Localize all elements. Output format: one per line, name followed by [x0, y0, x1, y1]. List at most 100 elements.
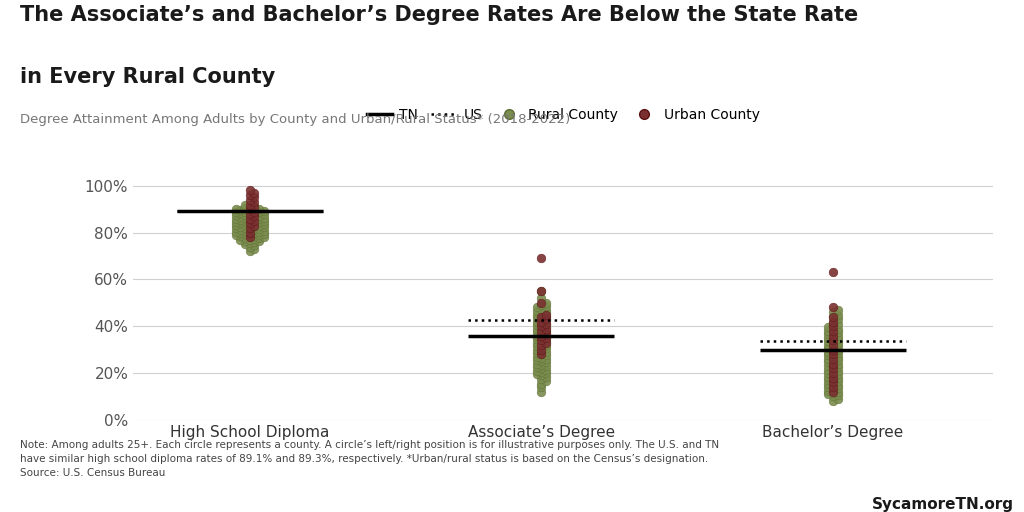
Point	[820, 362, 837, 370]
Point	[242, 220, 258, 228]
Point	[256, 230, 272, 238]
Point	[251, 215, 267, 223]
Point	[528, 363, 545, 371]
Point	[237, 230, 253, 239]
Point	[227, 218, 244, 226]
Point	[824, 336, 841, 345]
Point	[824, 313, 841, 321]
Point	[829, 384, 846, 392]
Point	[538, 313, 554, 321]
Point	[824, 308, 841, 316]
Point	[824, 341, 841, 349]
Point	[820, 358, 837, 367]
Point	[534, 368, 550, 376]
Point	[232, 219, 249, 227]
Point	[820, 390, 837, 398]
Point	[528, 346, 545, 354]
Point	[538, 320, 554, 328]
Point	[820, 366, 837, 374]
Point	[534, 301, 550, 309]
Point	[538, 348, 554, 356]
Point	[242, 236, 258, 244]
Point	[246, 222, 262, 230]
Point	[237, 221, 253, 229]
Point	[538, 298, 554, 307]
Point	[534, 336, 550, 345]
Point	[820, 327, 837, 335]
Point	[534, 336, 550, 345]
Point	[824, 392, 841, 400]
Point	[829, 380, 846, 389]
Point	[246, 212, 262, 220]
Point	[242, 226, 258, 234]
Point	[538, 320, 554, 328]
Point	[824, 389, 841, 397]
Text: Note: Among adults 25+. Each circle represents a county. A circle’s left/right p: Note: Among adults 25+. Each circle repr…	[20, 440, 720, 478]
Point	[242, 191, 258, 199]
Point	[242, 210, 258, 218]
Point	[534, 331, 550, 339]
Point	[246, 189, 262, 197]
Point	[237, 240, 253, 248]
Point	[829, 315, 846, 323]
Point	[829, 367, 846, 375]
Point	[534, 354, 550, 362]
Point	[251, 211, 267, 220]
Point	[534, 254, 550, 263]
Point	[534, 326, 550, 334]
Point	[246, 217, 262, 225]
Point	[528, 335, 545, 343]
Point	[251, 205, 267, 214]
Point	[534, 287, 550, 295]
Point	[820, 379, 837, 388]
Point	[824, 359, 841, 368]
Point	[824, 397, 841, 405]
Point	[829, 388, 846, 396]
Point	[820, 383, 837, 391]
Point	[534, 379, 550, 388]
Point	[824, 317, 841, 326]
Point	[829, 335, 846, 343]
Point	[246, 225, 262, 233]
Point	[538, 325, 554, 333]
Point	[246, 198, 262, 206]
Point	[232, 226, 249, 234]
Point	[824, 333, 841, 341]
Point	[237, 200, 253, 208]
Point	[538, 316, 554, 325]
Point	[829, 320, 846, 328]
Point	[251, 225, 267, 233]
Point	[538, 337, 554, 346]
Point	[534, 322, 550, 330]
Point	[242, 233, 258, 241]
Point	[824, 354, 841, 362]
Point	[534, 364, 550, 372]
Point	[824, 339, 841, 348]
Point	[242, 206, 258, 215]
Text: Degree Attainment Among Adults by County and Urban/Rural Status* (2018-2022): Degree Attainment Among Adults by County…	[20, 113, 570, 125]
Text: in Every Rural County: in Every Rural County	[20, 67, 275, 87]
Point	[242, 224, 258, 232]
Point	[242, 243, 258, 251]
Point	[232, 216, 249, 224]
Point	[538, 302, 554, 310]
Point	[824, 322, 841, 330]
Point	[528, 317, 545, 326]
Point	[824, 357, 841, 366]
Point	[829, 325, 846, 333]
Point	[820, 334, 837, 342]
Point	[242, 203, 258, 211]
Point	[534, 305, 550, 313]
Point	[246, 194, 262, 202]
Point	[538, 327, 554, 335]
Point	[534, 298, 550, 307]
Point	[251, 234, 267, 243]
Point	[534, 343, 550, 351]
Point	[538, 338, 554, 347]
Point	[534, 357, 550, 366]
Point	[829, 359, 846, 368]
Point	[528, 314, 545, 322]
Point	[824, 317, 841, 326]
Point	[256, 227, 272, 235]
Point	[824, 350, 841, 358]
